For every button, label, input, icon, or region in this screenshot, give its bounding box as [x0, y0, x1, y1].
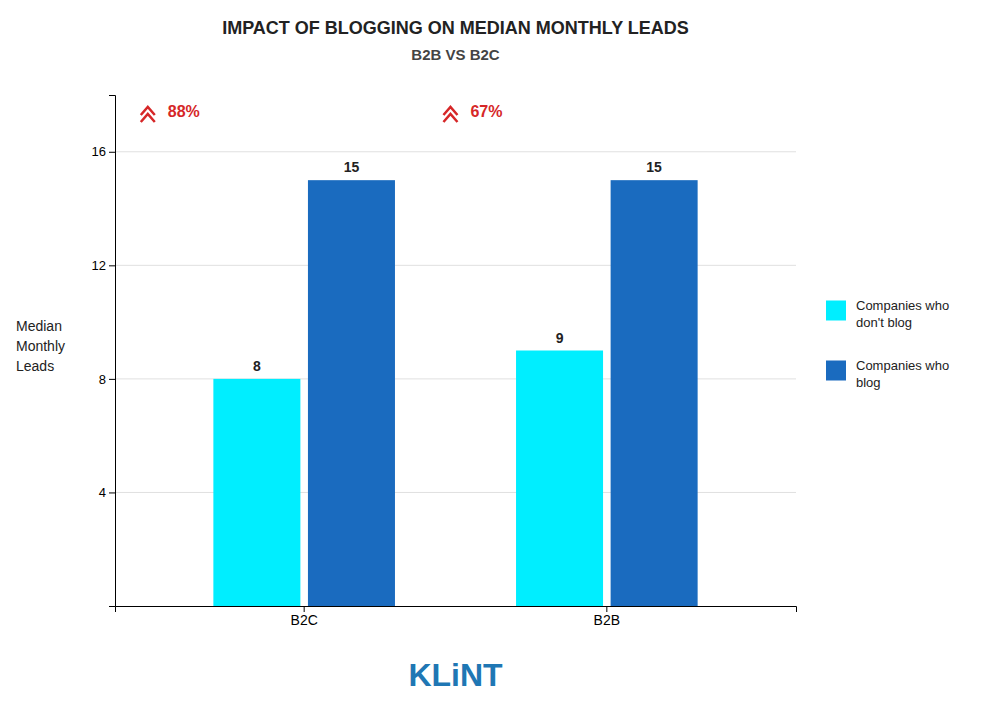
- data-label: 15: [646, 159, 662, 175]
- legend: Companies who don't blog Companies who blog: [826, 298, 949, 390]
- bar: [611, 180, 698, 606]
- text-line: Companies who: [856, 298, 949, 313]
- text-line: blog: [856, 375, 881, 390]
- tick-label: 4: [99, 485, 106, 500]
- legend-item: Companies who blog: [826, 358, 949, 390]
- legend-swatch: [826, 361, 846, 381]
- tick: 8: [99, 372, 115, 387]
- arrow: [141, 114, 155, 122]
- text-line: don't blog: [856, 315, 912, 330]
- y-axis-label: Median Monthly Leads: [16, 318, 65, 374]
- bar: [308, 180, 395, 606]
- grid-line: [115, 151, 796, 152]
- data-label: 9: [556, 330, 564, 346]
- tick-label: 16: [92, 144, 106, 159]
- legend-label: Companies who blog: [856, 358, 949, 390]
- text-line: Monthly: [16, 338, 65, 354]
- annotation: 67%: [470, 103, 502, 120]
- tick: B2B: [594, 606, 620, 628]
- annotation: 88%: [168, 103, 200, 120]
- tick: B2C: [291, 606, 318, 628]
- annotations: 88% 67%: [141, 103, 503, 122]
- text-line: Median: [16, 318, 62, 334]
- tick-mark: [109, 152, 115, 153]
- chart: 8 9 15 15 4 8 12 16 B2C B2B 88% 67% KLiNT IMPACT OF B…: [0, 0, 1006, 716]
- bar: [516, 351, 603, 607]
- tick-label: 8: [99, 372, 106, 387]
- tick: 4: [99, 485, 115, 500]
- legend-item: Companies who don't blog: [826, 298, 949, 330]
- tick-label: B2C: [291, 612, 318, 628]
- text-line: Companies who: [856, 358, 949, 373]
- tick-label: 12: [92, 258, 106, 273]
- y-axis: 4 8 12 16: [92, 96, 116, 607]
- tick-label: B2B: [594, 612, 620, 628]
- arrow: [443, 114, 457, 122]
- data-label: 15: [344, 159, 360, 175]
- data-labels: 8 9 15 15: [253, 159, 662, 374]
- axis-line: [109, 96, 116, 607]
- bars: [213, 180, 697, 606]
- bar: [213, 379, 300, 606]
- data-label: 8: [253, 358, 261, 374]
- subtitle: B2B VS B2C: [411, 46, 500, 63]
- x-axis: B2C B2B: [116, 606, 797, 628]
- axis-line: [116, 607, 797, 613]
- watermark: KLiNT: [408, 657, 503, 693]
- tick: 16: [92, 144, 115, 159]
- text-line: Leads: [16, 358, 54, 374]
- plot: 8 9 15 15 4 8 12 16 B2C B2B 88% 67%: [92, 96, 797, 628]
- title: IMPACT OF BLOGGING ON MEDIAN MONTHLY LEA…: [222, 18, 689, 38]
- legend-swatch: [826, 301, 846, 321]
- tick-mark: [109, 265, 115, 266]
- tick: 12: [92, 258, 115, 273]
- legend-label: Companies who don't blog: [856, 298, 949, 330]
- tick-mark: [109, 492, 115, 493]
- tick-mark: [109, 379, 115, 380]
